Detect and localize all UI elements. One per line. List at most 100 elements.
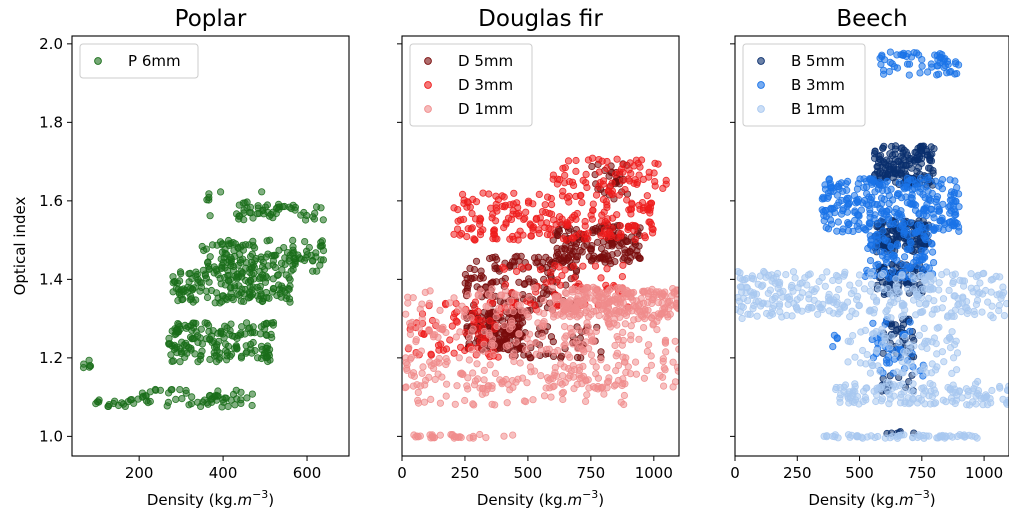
data-point	[950, 292, 958, 300]
data-point	[891, 350, 899, 359]
data-point	[794, 284, 802, 292]
data-point	[644, 341, 653, 349]
data-point	[442, 380, 451, 388]
data-point	[471, 304, 479, 312]
data-point	[918, 285, 926, 293]
data-point	[618, 381, 626, 390]
data-point	[510, 292, 519, 300]
data-point	[885, 274, 893, 282]
data-point	[851, 382, 859, 391]
data-point	[619, 293, 627, 301]
data-point	[545, 345, 553, 353]
data-point	[126, 396, 135, 404]
data-point	[613, 155, 621, 163]
data-point	[568, 328, 576, 337]
data-point	[561, 171, 569, 179]
data-point	[906, 219, 915, 227]
data-point	[901, 332, 909, 341]
data-point	[760, 267, 768, 276]
data-point	[278, 266, 286, 274]
data-point	[566, 372, 574, 380]
data-point	[850, 398, 858, 407]
data-point	[438, 326, 447, 334]
data-point	[993, 291, 1001, 299]
data-point	[232, 342, 240, 350]
data-point	[258, 345, 266, 354]
data-point	[597, 274, 605, 282]
data-point	[919, 255, 927, 264]
data-point	[738, 283, 746, 291]
data-point	[861, 393, 870, 402]
y-tick-label: 1.2	[39, 349, 63, 367]
data-point	[425, 326, 433, 334]
data-point	[604, 304, 612, 312]
data-point	[888, 196, 897, 204]
data-point	[932, 224, 940, 232]
data-point	[788, 312, 796, 320]
data-point	[247, 209, 255, 217]
data-point	[534, 319, 542, 327]
chart-title: Poplar	[175, 6, 247, 32]
data-point	[486, 317, 494, 325]
data-point	[554, 175, 562, 183]
data-point	[876, 156, 885, 164]
data-point	[882, 156, 891, 164]
data-point	[892, 326, 900, 335]
data-point	[309, 257, 317, 265]
data-point	[464, 291, 472, 299]
data-point	[598, 157, 606, 165]
data-point	[839, 207, 847, 215]
data-point	[603, 384, 611, 392]
data-point	[442, 392, 450, 400]
data-point	[599, 195, 608, 204]
data-point	[226, 276, 234, 284]
data-point	[496, 376, 504, 384]
data-point	[469, 369, 477, 377]
data-point	[519, 231, 527, 239]
data-point	[488, 285, 496, 293]
data-point	[880, 248, 888, 256]
data-point	[231, 284, 239, 292]
data-point	[568, 288, 577, 296]
data-point	[436, 399, 444, 407]
data-point	[735, 268, 742, 276]
data-point	[426, 358, 434, 366]
data-point	[860, 196, 869, 205]
data-point	[834, 285, 843, 294]
data-point	[559, 304, 568, 312]
data-point	[903, 199, 912, 207]
data-point	[618, 284, 627, 292]
data-point	[266, 236, 274, 244]
data-point	[900, 253, 909, 261]
data-point	[436, 306, 444, 314]
data-point	[879, 286, 888, 294]
data-point	[451, 400, 459, 408]
data-point	[852, 296, 861, 304]
data-point	[427, 395, 435, 403]
data-point	[173, 325, 182, 333]
data-point	[634, 159, 642, 167]
data-point	[500, 432, 508, 440]
data-point	[282, 271, 290, 279]
data-point	[248, 390, 256, 398]
data-point	[866, 241, 875, 249]
y-tick-label: 1.4	[39, 270, 63, 288]
data-point	[435, 359, 443, 367]
data-point	[850, 216, 859, 225]
data-point	[588, 215, 596, 223]
data-point	[872, 180, 881, 188]
data-point	[469, 400, 477, 408]
data-point	[532, 214, 541, 222]
data-point	[906, 318, 914, 326]
data-point	[559, 297, 567, 306]
data-point	[850, 192, 859, 200]
data-point	[236, 250, 244, 258]
data-point	[914, 235, 922, 243]
data-point	[637, 311, 645, 319]
data-point	[452, 333, 460, 341]
data-point	[564, 157, 573, 165]
data-point	[408, 318, 416, 326]
data-point	[592, 327, 601, 335]
data-point	[248, 401, 256, 410]
data-point	[767, 308, 776, 317]
